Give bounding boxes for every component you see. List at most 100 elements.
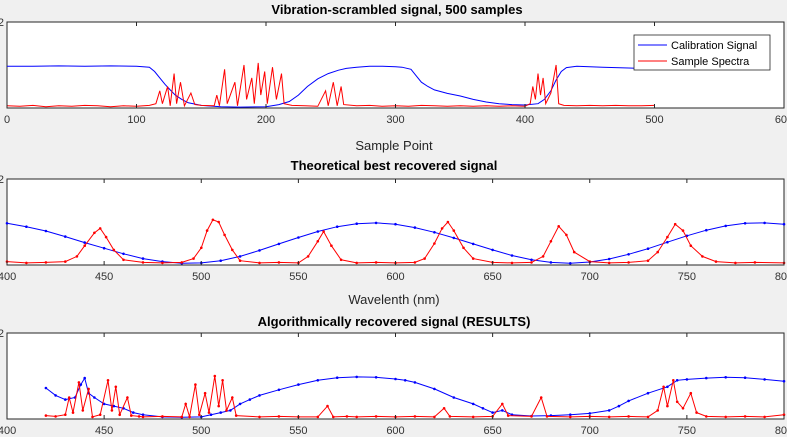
legend: Calibration Signal Sample Spectra (633, 34, 771, 71)
data-point (44, 414, 48, 417)
data-point (695, 411, 698, 414)
x-tick-label: 400 (0, 271, 16, 283)
data-point (258, 249, 261, 252)
data-point (724, 376, 727, 379)
x-tick-label: 500 (192, 271, 210, 283)
data-point (374, 261, 378, 264)
data-point (646, 415, 650, 419)
data-point (433, 231, 436, 234)
x-tick-label: 400 (516, 114, 534, 126)
data-point (225, 409, 228, 412)
data-point (666, 385, 669, 389)
data-point (662, 385, 665, 389)
panel-vibration-scrambled: Vibration-scrambled signal, 500 samples … (0, 2, 787, 153)
data-point (122, 252, 125, 256)
data-point (98, 413, 102, 417)
data-point (565, 233, 568, 237)
data-point (122, 258, 125, 262)
data-point (248, 398, 252, 401)
data-point (673, 222, 677, 226)
x-tick-label: 700 (581, 271, 599, 283)
data-point (297, 383, 300, 386)
data-point (161, 261, 164, 265)
data-point (734, 261, 737, 265)
data-point (141, 257, 145, 260)
series-line-0 (7, 65, 642, 108)
plot-area (6, 178, 785, 266)
data-point (188, 415, 191, 419)
x-tick-label: 300 (386, 114, 404, 126)
data-point (448, 415, 452, 418)
plot-series-group (5, 218, 786, 265)
data-point (433, 415, 436, 419)
data-point (743, 415, 747, 418)
data-point (705, 228, 708, 232)
data-point (219, 411, 222, 414)
data-point (672, 379, 675, 382)
data-point (724, 415, 727, 419)
data-point (403, 379, 407, 382)
data-point (316, 240, 320, 243)
x-tick-label: 750 (678, 425, 696, 437)
data-point (77, 381, 81, 384)
x-axis-label: Wavelenth (nm) (348, 292, 439, 307)
data-point (656, 409, 659, 412)
data-point (306, 255, 310, 258)
data-point (681, 407, 685, 410)
data-point (782, 379, 786, 383)
data-point (607, 415, 611, 419)
data-point (83, 244, 86, 247)
data-point (223, 233, 226, 237)
data-point (71, 411, 75, 414)
data-point (374, 415, 378, 418)
data-point (481, 407, 485, 410)
data-point (666, 240, 669, 244)
data-point (339, 258, 343, 262)
data-point (666, 235, 669, 239)
x-tick-label: 600 (386, 425, 404, 437)
data-point (219, 259, 222, 263)
data-point (25, 261, 28, 265)
data-point (763, 415, 766, 419)
data-point (501, 402, 504, 406)
data-point (701, 255, 704, 258)
data-point (530, 261, 533, 264)
panel-title: Algorithmically recovered signal (RESULT… (258, 314, 531, 329)
data-point (545, 415, 549, 418)
x-tick-label: 100 (127, 114, 145, 126)
data-point (452, 396, 456, 399)
data-point (433, 387, 436, 391)
data-point (471, 242, 475, 246)
data-point (506, 414, 510, 417)
data-point (394, 222, 397, 226)
data-point (231, 396, 234, 399)
legend-entry-sample: Sample Spectra (671, 56, 750, 68)
data-point (782, 222, 786, 226)
data-point (569, 262, 572, 265)
data-point (277, 242, 281, 246)
data-point (569, 413, 572, 417)
data-point (137, 415, 141, 418)
x-tick-label: 600 (775, 114, 787, 126)
data-point (64, 260, 67, 263)
data-point (258, 261, 261, 265)
data-point (98, 227, 102, 230)
data-point (675, 400, 679, 404)
data-point (91, 415, 94, 419)
data-point (64, 235, 67, 238)
data-point (530, 415, 533, 418)
data-point (491, 411, 494, 414)
data-point (83, 241, 86, 244)
data-point (44, 261, 48, 264)
data-point (110, 409, 114, 412)
x-tick-label: 650 (483, 425, 501, 437)
x-axis-label: Sample Point (355, 138, 433, 153)
data-point (433, 242, 436, 245)
legend-box (633, 34, 771, 71)
data-point (646, 247, 650, 250)
data-point (646, 259, 650, 263)
data-point (335, 225, 339, 228)
data-point (326, 404, 329, 408)
data-point (229, 409, 232, 412)
